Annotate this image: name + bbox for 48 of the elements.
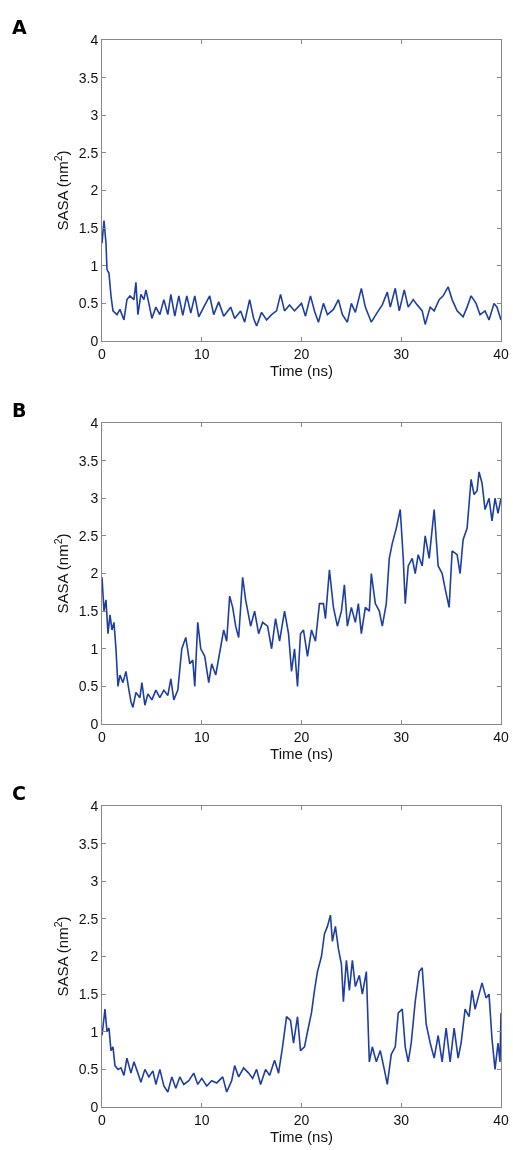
chart-title: B — [12, 399, 27, 421]
y-tick-label: 1.5 — [78, 603, 99, 620]
y-tick-label: 1.5 — [78, 986, 99, 1003]
x-tick-label: 40 — [493, 345, 509, 362]
x-tick-label: 10 — [193, 345, 210, 362]
y-tick-label: 2.5 — [78, 144, 99, 161]
y-tick-label: 2 — [90, 182, 99, 199]
y-tick-label: 4 — [90, 31, 99, 48]
x-axis-title: Time (ns) — [270, 744, 333, 762]
x-tick-label: 10 — [193, 728, 210, 745]
y-tick-label: 0.5 — [78, 678, 99, 695]
y-tick-label: 3.5 — [78, 452, 99, 469]
x-axis-title: Time (ns) — [270, 361, 333, 379]
x-tick-label: 40 — [493, 1111, 509, 1128]
y-tick-label: 0 — [90, 332, 99, 349]
y-tick-label: 4 — [90, 414, 99, 431]
x-tick-label: 40 — [493, 728, 509, 745]
y-tick-label: 0 — [90, 715, 99, 732]
chart-title: A — [12, 16, 27, 38]
y-tick-label: 2.5 — [78, 910, 99, 927]
line-series — [102, 219, 501, 327]
y-tick-label: 3 — [90, 490, 99, 507]
y-tick-label: 3 — [90, 873, 99, 890]
y-tick-label: 1 — [90, 640, 99, 657]
y-tick-label: 2 — [90, 565, 99, 582]
x-tick-label: 10 — [193, 1111, 210, 1128]
chart-title: C — [12, 782, 26, 804]
x-tick-label: 20 — [293, 345, 310, 362]
line-series — [102, 471, 501, 709]
y-tick-label: 3.5 — [78, 69, 99, 86]
y-tick-label: 0.5 — [78, 1061, 99, 1078]
y-tick-label: 2 — [90, 948, 99, 965]
y-tick-label: 2.5 — [78, 527, 99, 544]
x-tick-label: 20 — [293, 728, 310, 745]
y-tick-label: 1 — [90, 257, 99, 274]
x-tick-label: 30 — [393, 1111, 410, 1128]
x-tick-label: 30 — [393, 345, 410, 362]
y-tick-label: 1 — [90, 1023, 99, 1040]
x-axis-title: Time (ns) — [270, 1127, 333, 1145]
y-tick-label: 3 — [90, 107, 99, 124]
y-tick-label: 0 — [90, 1098, 99, 1115]
y-tick-label: 0.5 — [78, 295, 99, 312]
line-series — [102, 914, 501, 1093]
y-tick-label: 3.5 — [78, 835, 99, 852]
x-tick-label: 30 — [393, 728, 410, 745]
y-tick-label: 1.5 — [78, 220, 99, 237]
x-tick-label: 20 — [293, 1111, 310, 1128]
y-tick-label: 4 — [90, 797, 99, 814]
